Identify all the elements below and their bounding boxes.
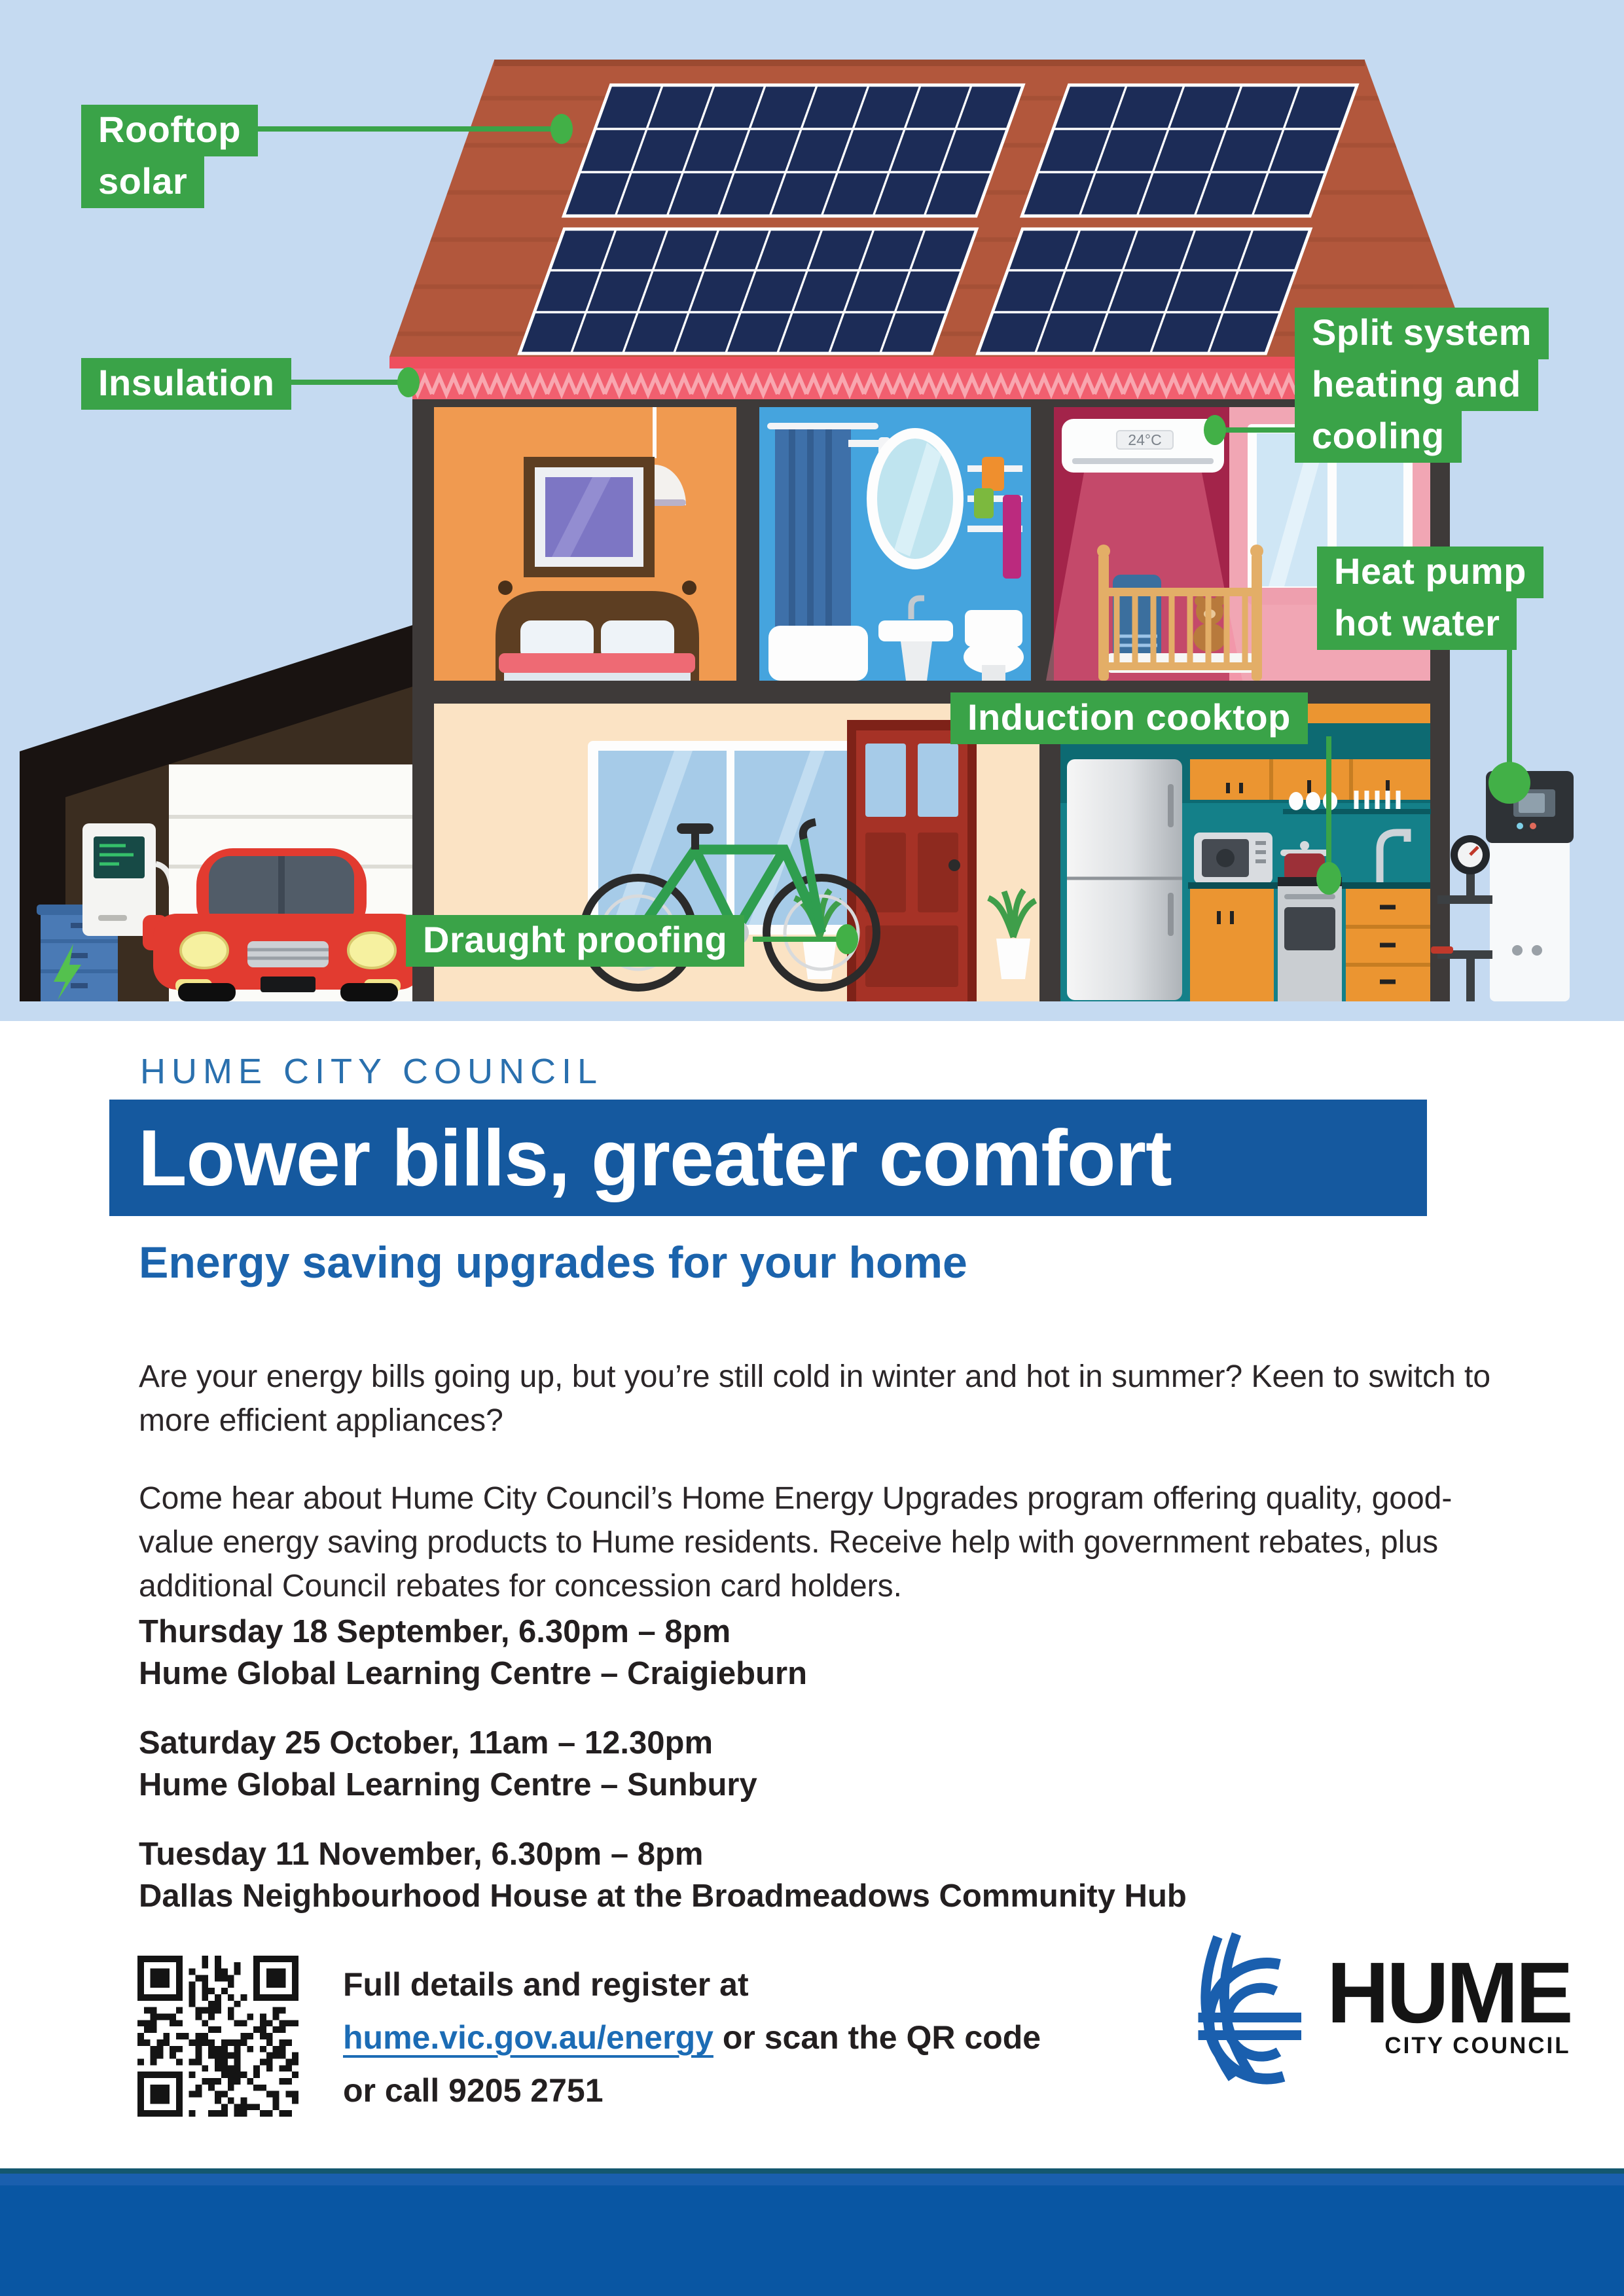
bedroom: [434, 407, 736, 681]
label-line: solar: [81, 156, 205, 208]
page-title: Lower bills, greater comfort: [138, 1113, 1172, 1202]
footer-bar: [0, 2168, 1624, 2296]
label-rooftop-solar: Rooftop solar: [81, 105, 259, 208]
event-datetime: Tuesday 11 November, 6.30pm – 8pm: [139, 1837, 704, 1872]
event-item: Tuesday 11 November, 6.30pm – 8pm Dallas…: [139, 1834, 1187, 1917]
label-heat-pump: Heat pump hot water: [1317, 547, 1543, 650]
label-line: Induction cooktop: [950, 692, 1308, 744]
event-venue: Hume Global Learning Centre – Sunbury: [139, 1767, 757, 1803]
towel-rack: [967, 457, 1022, 579]
ac-temperature-display: 24°C: [1128, 431, 1161, 448]
wall-picture: [524, 457, 655, 577]
split-system-ac: 24°C: [1062, 419, 1224, 473]
label-split-system: Split system heating and cooling: [1295, 308, 1549, 463]
hume-logo: HUME CITY COUNCIL: [1176, 1915, 1574, 2098]
hume-logo-text: HUME CITY COUNCIL: [1327, 1944, 1574, 2060]
event-venue: Hume Global Learning Centre – Craigiebur…: [139, 1655, 808, 1691]
kitchen: [1060, 704, 1431, 1001]
fridge: [1067, 759, 1182, 1000]
connector-dots: [397, 114, 1530, 954]
pressure-gauge: [1431, 835, 1492, 1001]
label-line: heating and: [1295, 359, 1538, 411]
crib: [1097, 545, 1263, 681]
label-line: Heat pump: [1317, 547, 1543, 598]
microwave: [1194, 833, 1272, 884]
register-line1: Full details and register at: [343, 1966, 749, 2003]
logo-name: HUME: [1327, 1944, 1574, 2041]
flyer-content: HUME CITY COUNCIL Lower bills, greater c…: [0, 1021, 1624, 2168]
register-line2: hume.vic.gov.au/energy or scan the QR co…: [343, 2011, 1041, 2064]
event-item: Thursday 18 September, 6.30pm – 8pm Hume…: [139, 1611, 807, 1695]
lightning-icon: [54, 944, 81, 1000]
label-draught-proofing: Draught proofing: [406, 915, 745, 967]
subtitle: Energy saving upgrades for your home: [139, 1238, 967, 1287]
event-item: Saturday 25 October, 11am – 12.30pm Hume…: [139, 1723, 757, 1806]
cooktop-pot: [1280, 841, 1329, 881]
kitchen-faucet: [1376, 829, 1411, 882]
bathroom: [759, 407, 1031, 681]
label-line: Draught proofing: [406, 915, 745, 967]
hume-logo-emblem: [1198, 1932, 1301, 2085]
heat-pump-unit: [1431, 771, 1574, 1001]
label-line: Insulation: [81, 358, 292, 410]
register-line3: or call 9205 2751: [343, 2072, 604, 2109]
register-line2-rest: or scan the QR code: [713, 2019, 1041, 2056]
solar-panels: [517, 83, 1360, 355]
electric-car: [143, 848, 423, 1001]
label-line: hot water: [1317, 598, 1517, 650]
hall-window: [588, 741, 873, 935]
logo-subname: CITY COUNCIL: [1384, 2033, 1571, 2059]
intro-paragraph: Are your energy bills going up, but you’…: [139, 1359, 1491, 1439]
label-line: Split system: [1295, 308, 1549, 359]
ev-charger: [82, 823, 192, 958]
label-line: Rooftop: [81, 105, 259, 156]
program-paragraph: Come hear about Hume City Council’s Home…: [139, 1481, 1453, 1604]
registration-details: Full details and register at hume.vic.go…: [343, 1958, 1041, 2117]
event-venue: Dallas Neighbourhood House at the Broadm…: [139, 1878, 1187, 1914]
shower: [768, 429, 890, 681]
oven: [1278, 877, 1342, 1001]
lower-cabinets: [1190, 889, 1430, 1001]
qr-code: [137, 1956, 298, 2117]
garage: [20, 623, 423, 1001]
energy-link[interactable]: hume.vic.gov.au/energy: [343, 2019, 713, 2056]
roof: [389, 60, 1473, 399]
title-banner: Lower bills, greater comfort: [109, 1100, 1427, 1216]
sink: [878, 595, 953, 681]
label-induction-cooktop: Induction cooktop: [950, 692, 1308, 744]
toilet: [964, 610, 1024, 681]
mirror: [867, 428, 964, 569]
roof-fascia: [389, 357, 1473, 368]
label-insulation: Insulation: [81, 358, 292, 410]
event-datetime: Thursday 18 September, 6.30pm – 8pm: [139, 1614, 731, 1649]
bed: [496, 581, 699, 681]
front-door: [847, 720, 977, 1001]
house-illustration: 24°C: [0, 0, 1624, 1021]
event-datetime: Saturday 25 October, 11am – 12.30pm: [139, 1725, 713, 1761]
council-name: HUME CITY COUNCIL: [140, 1052, 604, 1091]
label-line: cooling: [1295, 411, 1462, 463]
